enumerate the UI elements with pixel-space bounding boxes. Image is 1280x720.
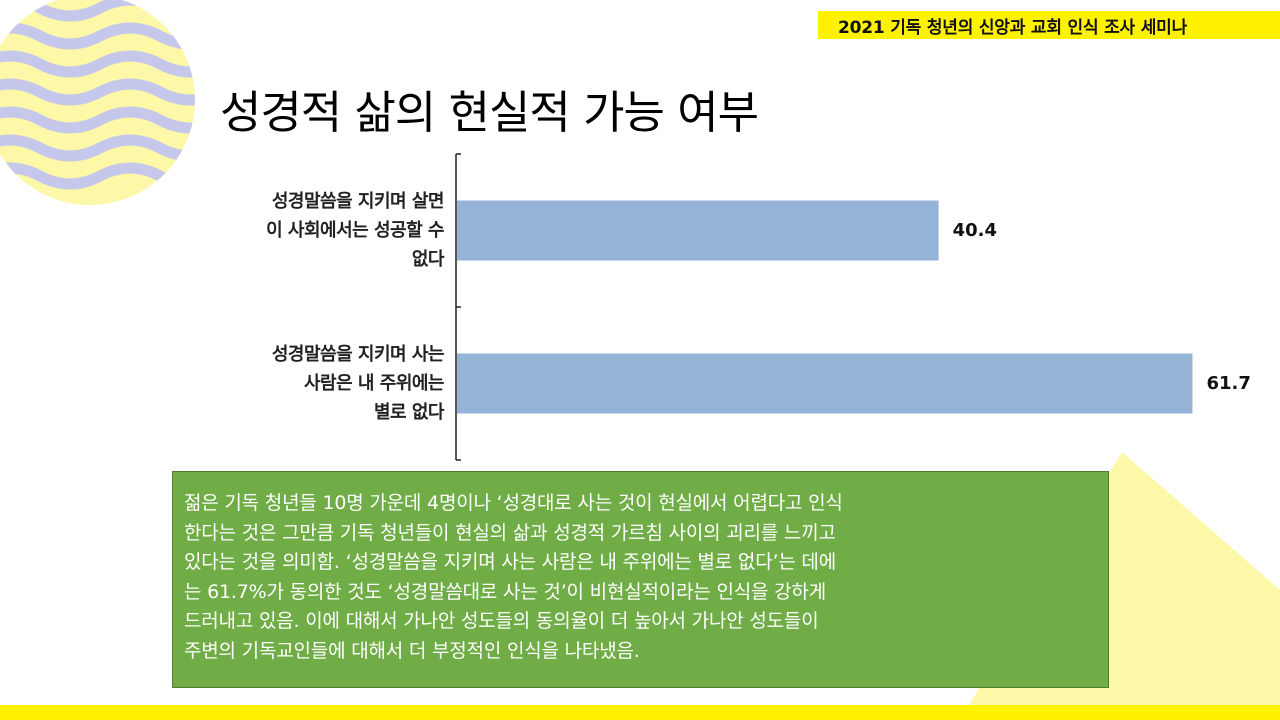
summary-line: 젊은 기독 청년들 10명 가운데 4명이나 ‘성경대로 사는 것이 현실에서 …	[184, 492, 843, 514]
summary-line: 한다는 것은 그만큼 기독 청년들이 현실의 삶과 성경적 가르침 사이의 괴리…	[184, 521, 836, 544]
category-label-line: 이 사회에서는 성공할 수	[266, 220, 444, 241]
summary-line: 있다는 것을 의미함. ‘성경말씀을 지키며 사는 사람은 내 주위에는 별로 …	[184, 551, 836, 573]
summary-line: 주변의 기독교인들에 대해서 더 부정적인 인식을 나타냈음.	[184, 639, 640, 662]
category-label-line: 성경말씀을 지키며 살면	[271, 191, 445, 212]
data-label: 40.4	[952, 219, 997, 241]
summary-line: 드러내고 있음. 이에 대해서 가나안 성도들의 동의율이 더 높아서 가나안 …	[184, 610, 819, 632]
bar	[457, 200, 939, 261]
header-banner	[818, 11, 1280, 39]
bar	[457, 353, 1193, 414]
category-label-line: 사람은 내 주위에는	[303, 373, 445, 394]
bottom-yellow-bar	[0, 705, 1280, 720]
category-label-line: 별로 없다	[373, 402, 445, 423]
data-label: 61.7	[1206, 372, 1251, 394]
summary-box: 젊은 기독 청년들 10명 가운데 4명이나 ‘성경대로 사는 것이 현실에서 …	[172, 471, 1109, 688]
seminar-title: 2021 기독 청년의 신앙과 교회 인식 조사 세미나	[838, 18, 1188, 38]
category-label-line: 성경말씀을 지키며 사는	[271, 344, 445, 365]
slide-title: 성경적 삶의 현실적 가능 여부	[220, 86, 759, 139]
category-label-line: 없다	[411, 249, 445, 270]
summary-line: 는 61.7%가 동의한 것도 ‘성경말씀대로 사는 것’이 비현실적이라는 인…	[184, 580, 826, 603]
